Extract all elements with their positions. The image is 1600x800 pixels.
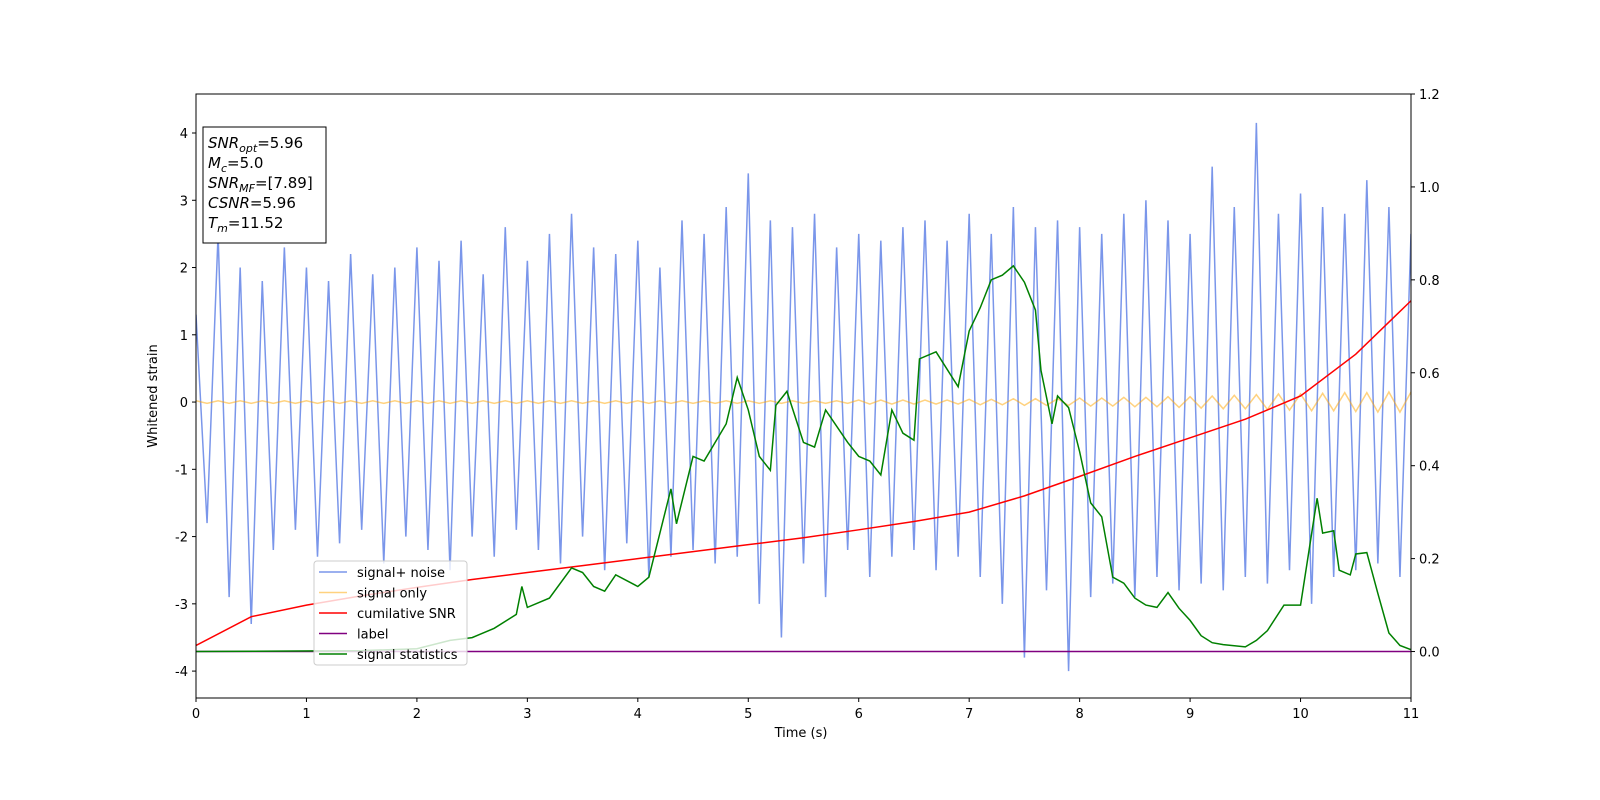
annotation-value: =11.52 <box>228 214 284 232</box>
annotation-line: SNRopt=5.96 <box>208 134 303 155</box>
legend-label: label <box>357 628 388 643</box>
annotation-symbol: SNR <box>208 134 239 152</box>
x-tick-label: 6 <box>855 707 863 722</box>
y2-tick-label: 1.0 <box>1419 181 1440 196</box>
annotation-symbol: T <box>208 214 219 232</box>
y-tick-label: -3 <box>175 598 188 613</box>
x-axis-label: Time (s) <box>774 726 828 741</box>
annotation-line: Tm=11.52 <box>208 214 283 235</box>
annotation-value: =5.96 <box>250 194 296 212</box>
x-tick-label: 11 <box>1403 707 1420 722</box>
y2-tick-label: 1.2 <box>1419 88 1440 103</box>
x-tick-label: 8 <box>1075 707 1083 722</box>
plot-frame <box>195 93 1412 699</box>
y-tick-label: -4 <box>175 665 188 680</box>
series-line <box>196 264 1411 653</box>
x-tick-label: 3 <box>523 707 531 722</box>
annotation-value: =[7.89] <box>255 174 313 192</box>
annotation-value: =5.96 <box>257 134 303 152</box>
annotation-line: Mc=5.0 <box>208 154 263 175</box>
y-tick-label: 1 <box>180 329 188 344</box>
annotation-symbol: SNR <box>208 174 239 192</box>
x-tick-label: 7 <box>965 707 973 722</box>
y2-tick-label: 0.4 <box>1419 460 1440 475</box>
annotation-subscript: c <box>221 162 227 175</box>
y2-tick-label: 0.2 <box>1419 553 1440 568</box>
y-tick-label: 4 <box>180 127 188 142</box>
y-tick-label: 3 <box>180 194 188 209</box>
x-tick-label: 4 <box>634 707 642 722</box>
annotation-box <box>202 126 327 244</box>
annotation-line: CSNR=5.96 <box>208 194 296 212</box>
y-tick-label: -2 <box>175 531 188 546</box>
annotation-symbol: CSNR <box>208 194 250 212</box>
x-tick-label: 5 <box>744 707 752 722</box>
y-tick-label: -1 <box>175 463 188 478</box>
x-tick-label: 10 <box>1292 707 1309 722</box>
annotation-subscript: MF <box>239 182 255 195</box>
legend-label: signal only <box>357 587 427 602</box>
annotation-value: =5.0 <box>227 154 263 172</box>
y2-tick-label: 0.8 <box>1419 274 1440 289</box>
y2-tick-label: 0.6 <box>1419 367 1440 382</box>
annotation-line: SNRMF=[7.89] <box>208 174 313 195</box>
annotation-subscript: opt <box>239 142 258 155</box>
legend-box <box>313 560 468 666</box>
annotation-symbol: M <box>208 154 221 172</box>
y2-tick-label: 0.0 <box>1419 646 1440 661</box>
x-tick-label: 0 <box>192 707 200 722</box>
annotation-subscript: m <box>217 222 228 235</box>
x-tick-label: 2 <box>413 707 421 722</box>
series-line <box>196 390 1411 414</box>
y-tick-label: 0 <box>180 396 188 411</box>
legend-label: signal statistics <box>357 648 458 663</box>
legend-label: cumilative SNR <box>357 607 456 622</box>
legend-label: signal+ noise <box>357 566 445 581</box>
x-tick-label: 9 <box>1186 707 1194 722</box>
y-axis-label: Whitened strain <box>146 344 161 447</box>
x-tick-label: 1 <box>302 707 310 722</box>
series-line <box>196 122 1411 672</box>
y-tick-label: 2 <box>180 262 188 277</box>
